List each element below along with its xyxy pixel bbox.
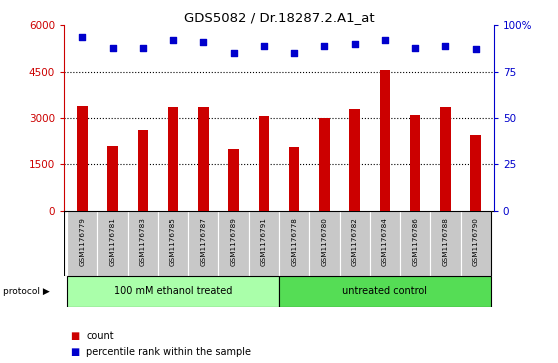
Bar xyxy=(410,115,421,211)
Point xyxy=(229,50,238,56)
Title: GDS5082 / Dr.18287.2.A1_at: GDS5082 / Dr.18287.2.A1_at xyxy=(184,11,374,24)
Text: GSM1176782: GSM1176782 xyxy=(352,217,358,266)
Point xyxy=(411,45,420,50)
Text: protocol ▶: protocol ▶ xyxy=(3,287,50,296)
Text: GSM1176781: GSM1176781 xyxy=(109,217,116,266)
Bar xyxy=(158,211,188,276)
Text: GSM1176778: GSM1176778 xyxy=(291,217,297,266)
Bar xyxy=(440,107,451,211)
Text: count: count xyxy=(86,331,114,341)
Point xyxy=(108,45,117,50)
Bar xyxy=(168,107,179,211)
Bar xyxy=(460,211,491,276)
Bar xyxy=(400,211,430,276)
Text: GSM1176788: GSM1176788 xyxy=(442,217,449,266)
Bar xyxy=(258,117,269,211)
Text: GSM1176787: GSM1176787 xyxy=(200,217,206,266)
Point xyxy=(138,45,147,50)
Text: GSM1176785: GSM1176785 xyxy=(170,217,176,266)
Text: GSM1176784: GSM1176784 xyxy=(382,217,388,266)
Text: GSM1176780: GSM1176780 xyxy=(321,217,328,266)
Text: GSM1176786: GSM1176786 xyxy=(412,217,418,266)
Bar xyxy=(137,130,148,211)
Bar xyxy=(279,211,309,276)
Bar xyxy=(188,211,219,276)
Point xyxy=(381,37,389,43)
Bar xyxy=(430,211,460,276)
Bar xyxy=(470,135,481,211)
Point xyxy=(290,50,299,56)
Text: GSM1176791: GSM1176791 xyxy=(261,217,267,266)
Text: GSM1176790: GSM1176790 xyxy=(473,217,479,266)
Bar xyxy=(98,211,128,276)
Bar xyxy=(77,106,88,211)
Text: 100 mM ethanol treated: 100 mM ethanol treated xyxy=(114,286,232,296)
Point xyxy=(199,39,208,45)
Bar xyxy=(249,211,279,276)
Bar xyxy=(219,211,249,276)
Bar xyxy=(107,146,118,211)
Bar xyxy=(309,211,339,276)
Bar xyxy=(67,276,279,307)
Text: GSM1176789: GSM1176789 xyxy=(230,217,237,266)
Bar xyxy=(339,211,370,276)
Point xyxy=(78,34,87,40)
Point xyxy=(259,43,268,49)
Bar xyxy=(319,118,330,211)
Bar xyxy=(370,211,400,276)
Point xyxy=(441,43,450,49)
Bar xyxy=(67,211,98,276)
Bar xyxy=(198,107,209,211)
Text: untreated control: untreated control xyxy=(343,286,427,296)
Bar xyxy=(349,109,360,211)
Bar xyxy=(379,70,390,211)
Bar xyxy=(289,147,300,211)
Point xyxy=(320,43,329,49)
Text: GSM1176779: GSM1176779 xyxy=(79,217,85,266)
Bar xyxy=(279,276,491,307)
Text: percentile rank within the sample: percentile rank within the sample xyxy=(86,347,252,357)
Point xyxy=(169,37,177,43)
Bar xyxy=(228,149,239,211)
Point xyxy=(350,41,359,47)
Text: ■: ■ xyxy=(70,331,79,341)
Bar xyxy=(128,211,158,276)
Point xyxy=(471,46,480,52)
Text: ■: ■ xyxy=(70,347,79,357)
Text: GSM1176783: GSM1176783 xyxy=(140,217,146,266)
